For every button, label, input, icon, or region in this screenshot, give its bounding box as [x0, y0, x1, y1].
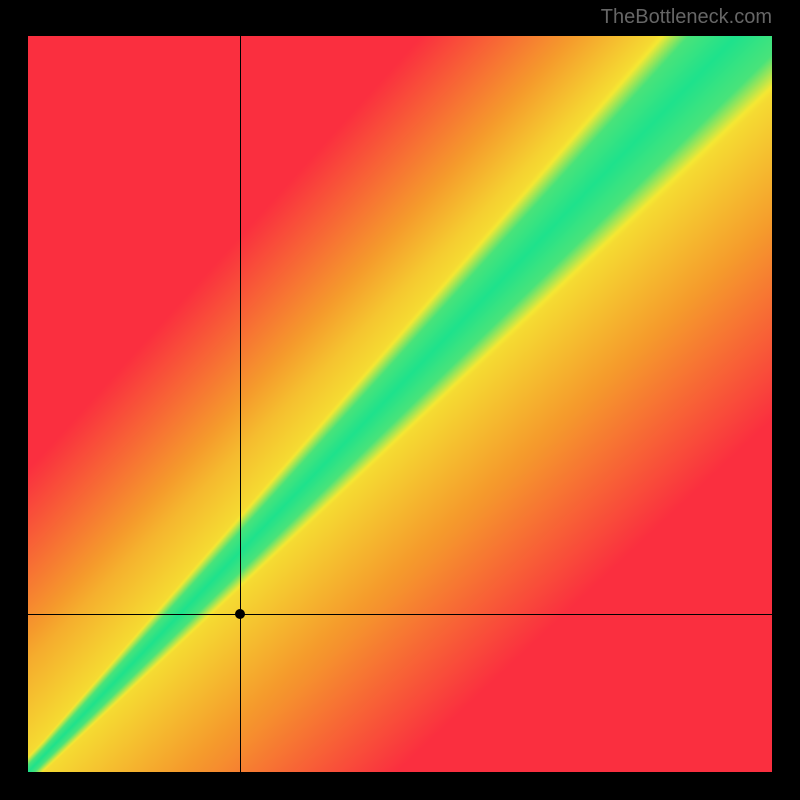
crosshair-vertical — [240, 36, 241, 772]
marker-dot — [235, 609, 245, 619]
heatmap-canvas — [28, 36, 772, 772]
heatmap-chart — [28, 36, 772, 772]
crosshair-horizontal — [28, 614, 772, 615]
watermark-text: TheBottleneck.com — [601, 6, 772, 29]
